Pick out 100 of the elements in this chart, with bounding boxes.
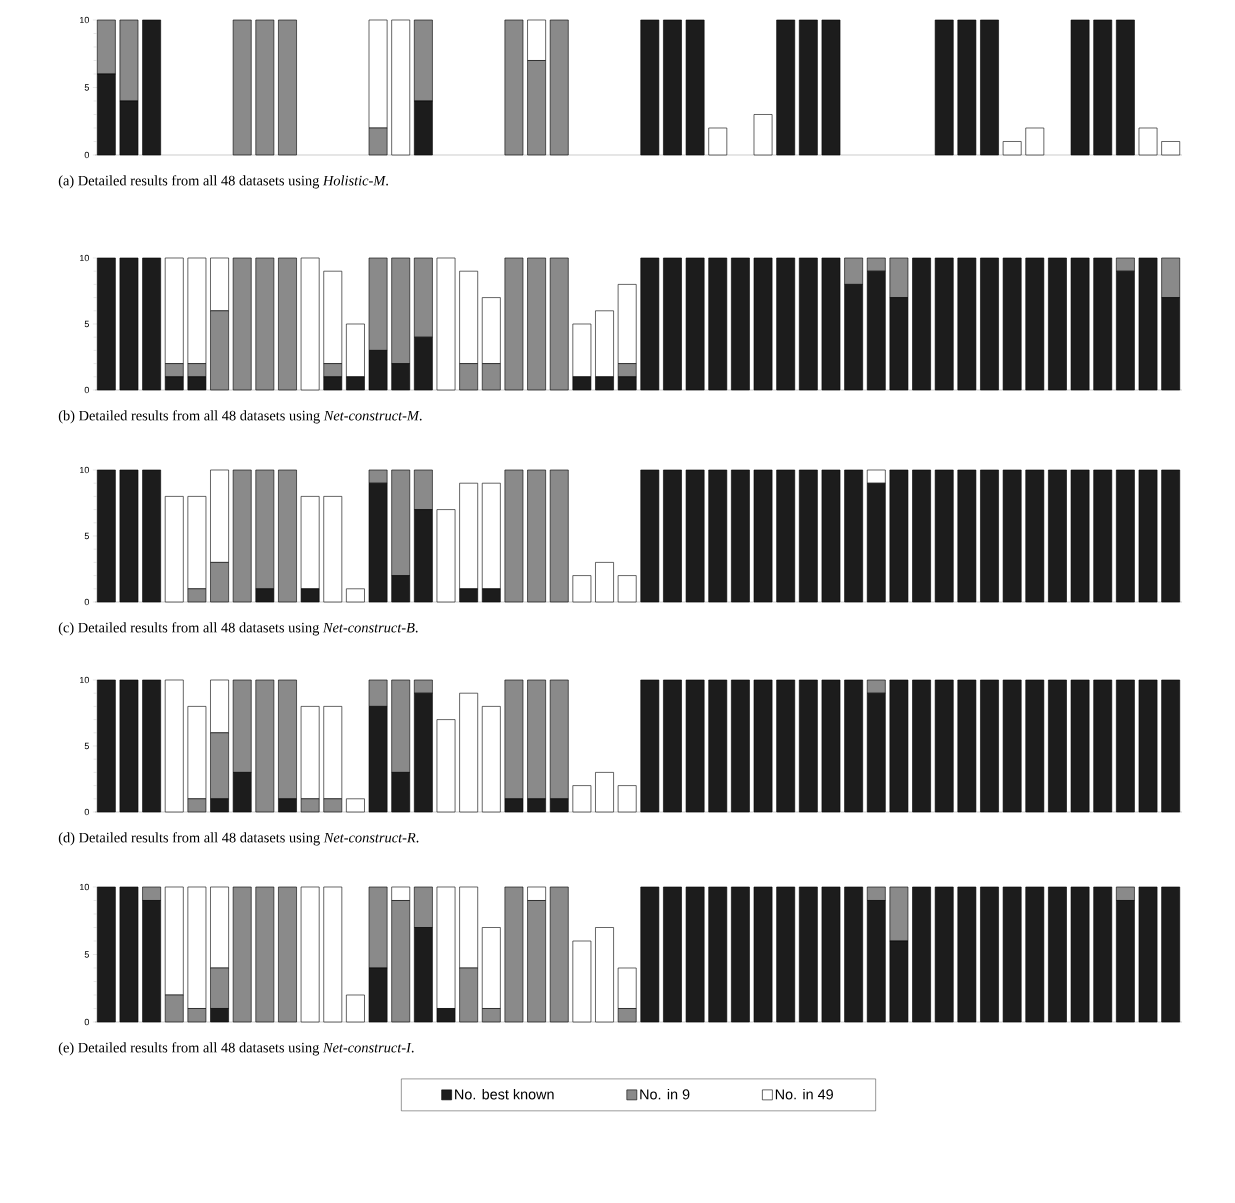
bar (934, 19, 954, 156)
bar (685, 886, 705, 1023)
bar (776, 257, 796, 391)
y-tick-label: 0 (84, 151, 89, 159)
bar (1002, 679, 1022, 813)
bar (119, 257, 139, 391)
bar (731, 469, 750, 603)
bar (1138, 127, 1158, 156)
bar (119, 886, 139, 1023)
bar (164, 496, 184, 603)
bar (572, 940, 592, 1023)
bar (1002, 257, 1022, 391)
bar (436, 257, 456, 391)
bar (934, 679, 954, 813)
y-tick-label: 0 (84, 598, 89, 606)
bar (708, 679, 728, 813)
bar (889, 679, 909, 813)
bar (1093, 679, 1113, 813)
text: (b) Detailed results from all 48 datasets using Net-construct-M. (58, 410, 422, 424)
bar (96, 886, 116, 1023)
bar (821, 886, 841, 1023)
bar (821, 679, 841, 813)
bar (708, 886, 728, 1023)
bar (119, 469, 139, 603)
bar (957, 257, 977, 391)
bar (595, 562, 614, 603)
bar (844, 679, 863, 813)
bar (821, 469, 841, 603)
bar (798, 257, 818, 391)
bar (96, 257, 116, 391)
bar (912, 679, 931, 813)
bar (980, 679, 999, 813)
bar (1070, 679, 1090, 813)
bar (663, 679, 682, 813)
bar (776, 469, 796, 603)
bar (731, 679, 750, 813)
bar (663, 469, 682, 603)
bar (753, 469, 773, 603)
bar (934, 886, 954, 1023)
bar (1138, 679, 1158, 813)
bar (640, 257, 660, 391)
bar (980, 469, 999, 603)
bar (708, 127, 728, 156)
y-tick-label: 0 (84, 386, 89, 394)
bar (164, 679, 184, 813)
bar (96, 469, 116, 603)
bar (142, 679, 161, 813)
y-tick-label: 5 (84, 742, 89, 750)
bar (1161, 679, 1181, 813)
bar (753, 114, 773, 156)
bar (572, 785, 592, 813)
y-tick-label: 5 (84, 84, 89, 91)
bar (708, 469, 728, 603)
bar (640, 679, 660, 813)
bar (1116, 469, 1135, 603)
bar (617, 785, 637, 813)
bar (798, 679, 818, 813)
bar (731, 886, 750, 1023)
y-tick-label: 0 (84, 1018, 89, 1026)
y-tick-label: 10 (80, 883, 89, 891)
bar (1002, 469, 1022, 603)
bar (980, 257, 999, 391)
bar (1070, 257, 1090, 391)
y-tick-label: 10 (80, 254, 89, 262)
bar (1093, 469, 1113, 603)
bar (142, 469, 161, 603)
bar (119, 679, 139, 813)
y-tick-label: 10 (80, 16, 89, 24)
bar (957, 469, 977, 603)
bar (776, 886, 796, 1023)
bar (1048, 469, 1067, 603)
bar (753, 886, 773, 1023)
legend-label: No. in 49 (775, 1088, 833, 1100)
bar (957, 679, 977, 813)
legend-label: No. in 9 (640, 1088, 690, 1100)
bar (1025, 469, 1045, 603)
bar (1002, 886, 1022, 1023)
bar (1048, 679, 1067, 813)
text: (d) Detailed results from all 48 datasets using Net-construct-R. (58, 832, 419, 846)
bar (821, 19, 841, 156)
bar (663, 257, 682, 391)
bar (934, 469, 954, 603)
bar (323, 886, 343, 1023)
bar (300, 886, 320, 1023)
text: (a) Detailed results from all 48 datasets using Holistic-M. (58, 175, 388, 189)
y-tick-label: 5 (84, 532, 89, 540)
bar (753, 679, 773, 813)
bar (1093, 19, 1113, 156)
bar (1048, 257, 1067, 391)
bar (685, 469, 705, 603)
bar (957, 886, 977, 1023)
bar (640, 886, 660, 1023)
bar (776, 679, 796, 813)
bar (980, 19, 999, 156)
bar (1138, 886, 1158, 1023)
bar (1025, 257, 1045, 391)
bar (1138, 257, 1158, 391)
bar (436, 509, 456, 603)
bar (1116, 19, 1135, 156)
bar (323, 496, 343, 603)
